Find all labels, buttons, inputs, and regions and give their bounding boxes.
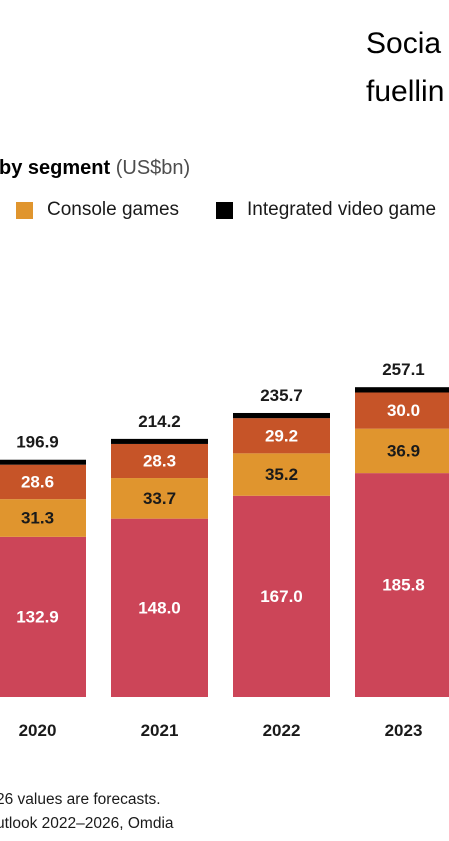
bar-segment-4-2023 xyxy=(355,387,449,393)
bar-segment-4-2020 xyxy=(0,459,86,465)
bar-segment-1-2022 xyxy=(233,495,330,697)
footnote-forecast: 26 values are forecasts. xyxy=(0,791,161,808)
value-label-segment-2-2022: 35.2 xyxy=(265,465,298,484)
value-label-segment-3-2020: 28.6 xyxy=(21,472,54,491)
bar-segment-4-2022 xyxy=(233,412,330,419)
value-label-segment-2-2020: 31.3 xyxy=(21,509,54,528)
bar-segment-1-2023 xyxy=(355,473,449,697)
value-label-segment-2-2023: 36.9 xyxy=(387,441,420,460)
x-tick-label-2021: 2021 xyxy=(141,721,179,740)
bar-segment-3-2023 xyxy=(355,392,449,429)
subtitle-segment: by segment xyxy=(0,157,111,179)
bar-segment-2-2021 xyxy=(111,478,208,519)
total-label-2023: 257.1 xyxy=(382,360,425,379)
total-label-2020: 196.9 xyxy=(16,433,59,452)
bar-segment-4-2021 xyxy=(111,438,208,444)
bar-segment-2-2020 xyxy=(0,499,86,537)
x-tick-label-2020: 2020 xyxy=(19,721,57,740)
value-label-segment-3-2022: 29.2 xyxy=(265,426,298,445)
total-label-2021: 214.2 xyxy=(138,412,181,431)
legend-swatch-console-games xyxy=(16,201,33,219)
legend-label-console-games: Console games xyxy=(47,199,180,220)
total-label-2022: 235.7 xyxy=(260,386,303,405)
bar-segment-1-2020 xyxy=(0,536,86,697)
heading-line-2: fuellin xyxy=(366,75,445,108)
x-tick-label-2022: 2022 xyxy=(263,721,301,740)
legend-label-integrated-video-games: Integrated video game xyxy=(247,199,437,220)
heading-line-1: Socia xyxy=(366,27,442,60)
bar-segment-1-2021 xyxy=(111,518,208,697)
legend-swatch-integrated-video-games xyxy=(216,201,233,219)
value-label-segment-1-2023: 185.8 xyxy=(382,576,425,595)
value-label-segment-3-2023: 30.0 xyxy=(387,401,420,420)
bar-segment-3-2022 xyxy=(233,418,330,454)
footnote-source: utlook 2022–2026, Omdia xyxy=(0,815,174,832)
value-label-segment-3-2021: 28.3 xyxy=(143,452,176,471)
value-label-segment-1-2020: 132.9 xyxy=(16,607,59,626)
value-label-segment-1-2021: 148.0 xyxy=(138,598,181,617)
legend-item-integrated-video-games: Integrated video game xyxy=(216,199,436,221)
value-label-segment-1-2022: 167.0 xyxy=(260,587,303,606)
bar-segment-3-2020 xyxy=(0,464,86,500)
bar-segment-3-2021 xyxy=(111,443,208,479)
bar-segment-2-2023 xyxy=(355,428,449,474)
chart-subtitle: by segment (US$bn) xyxy=(0,157,190,180)
value-label-segment-2-2021: 33.7 xyxy=(143,489,176,508)
subtitle-unit: (US$bn) xyxy=(115,157,191,179)
bar-segment-2-2022 xyxy=(233,453,330,496)
legend-item-console-games: Console games xyxy=(16,199,179,221)
x-tick-label-2023: 2023 xyxy=(385,721,423,740)
